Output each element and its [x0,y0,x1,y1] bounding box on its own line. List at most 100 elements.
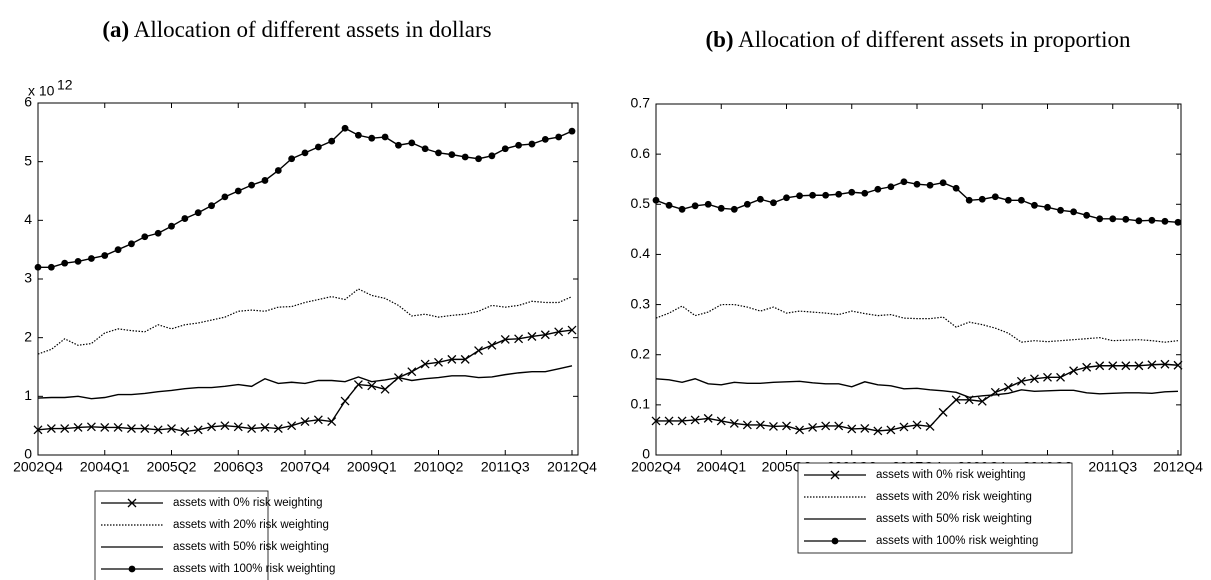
y-tick-label: 0.7 [631,95,651,111]
marker [900,178,908,186]
marker [1003,382,1013,392]
marker [678,205,686,213]
x-tick-label: 2002Q4 [13,459,63,475]
marker [809,191,816,199]
y-tick-label: 1 [24,387,32,403]
marker [381,133,389,141]
marker [822,191,830,199]
marker [1161,217,1169,225]
marker [665,201,673,209]
marker [977,396,987,406]
series-line [37,365,573,400]
marker [153,425,163,435]
marker [128,565,136,573]
marker [938,407,948,417]
marker [380,384,390,394]
marker [181,215,189,222]
marker [691,202,699,210]
y-tick-label: 0.5 [631,195,651,211]
marker [1148,216,1156,224]
marker [100,422,110,432]
legend-label: assets with 0% risk weighting [173,497,323,509]
marker [327,417,337,427]
marker [965,196,973,204]
y-tick-label: 2 [24,328,32,344]
marker [743,200,751,208]
marker [770,199,777,207]
marker [501,145,509,153]
marker [407,367,417,377]
marker [474,346,484,356]
plot-frame [37,102,579,456]
marker [677,416,687,426]
legend-label: assets with 20% risk weighting [173,519,329,531]
marker [261,177,269,184]
marker [716,416,726,426]
marker [567,325,577,335]
marker [488,152,496,160]
marker [168,222,175,230]
y-tick-label: 0.1 [631,396,651,412]
marker [207,422,217,432]
x-tick-label: 2004Q1 [80,459,130,475]
marker [664,416,674,426]
marker [1044,203,1051,211]
y-tick-label: 0 [642,446,650,462]
marker [717,204,725,212]
marker [568,127,576,135]
marker [140,424,150,434]
x-tick-label: 2010Q2 [414,459,464,475]
y-tick-label: 0.3 [631,295,651,311]
y-tick-label: 0.6 [631,145,651,161]
legend-label: assets with 100% risk weighting [173,563,335,575]
marker [912,420,922,430]
y-tick-label: 3 [24,270,32,286]
marker [796,192,803,200]
marker [1056,372,1066,382]
marker [1016,376,1026,386]
marker [514,334,524,344]
legend-label: assets with 100% risk weighting [876,535,1038,547]
marker [74,258,82,265]
marker [434,357,443,367]
marker [730,205,738,213]
series-line [656,363,1179,432]
marker [554,327,564,337]
y-tick-label: 0.2 [631,345,651,361]
marker [913,180,921,188]
marker [515,141,522,149]
marker [220,421,230,431]
marker [1082,362,1092,372]
marker [248,181,256,189]
marker [899,422,909,432]
marker [126,424,136,434]
marker [167,424,176,434]
marker [61,259,69,267]
marker [460,354,470,364]
marker [690,415,700,425]
marker [273,424,283,434]
x-tick-label: 2006Q3 [213,459,263,475]
marker [114,246,122,254]
marker [795,425,805,435]
marker [328,137,336,145]
marker [420,359,430,369]
marker [1057,206,1064,214]
legend-label: assets with 50% risk weighting [876,513,1032,525]
marker [1109,215,1117,223]
marker [60,424,70,434]
marker [274,167,282,174]
marker [1134,361,1144,371]
marker [234,187,242,195]
marker [874,185,882,193]
marker [1031,201,1038,209]
marker [287,421,297,431]
marker [555,133,563,141]
series-line [655,303,1179,343]
marker [808,422,818,432]
marker [783,194,790,202]
marker [1174,218,1182,226]
legend-label: assets with 50% risk weighting [173,541,329,553]
marker [1096,215,1104,223]
